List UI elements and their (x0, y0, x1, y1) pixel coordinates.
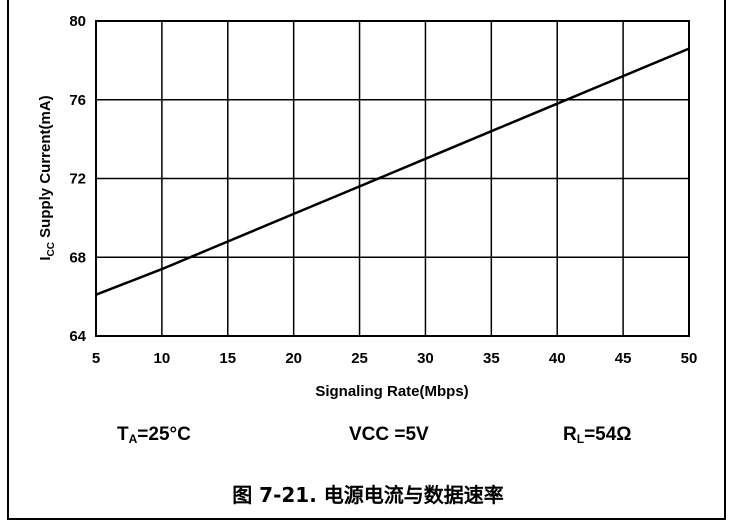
y-tick-label: 68 (69, 249, 86, 266)
x-tick-label: 35 (483, 350, 500, 367)
x-tick-label: 40 (549, 350, 566, 367)
y-tick-labels: 64 68 72 76 80 (69, 13, 86, 345)
x-axis-label: Signaling Rate(Mbps) (315, 383, 468, 400)
x-tick-label: 15 (219, 350, 236, 367)
x-tick-label: 30 (417, 350, 434, 367)
y-tick-label: 80 (69, 13, 86, 30)
x-tick-label: 25 (351, 350, 368, 367)
y-axis-label: ICC Supply Current(mA) (37, 95, 57, 260)
x-tick-label: 10 (154, 350, 171, 367)
figure-frame (7, 0, 726, 520)
y-tick-label: 72 (69, 171, 86, 188)
condition-vcc: VCC =5V (349, 424, 429, 445)
x-tick-label: 5 (92, 350, 100, 367)
series-line (95, 47, 690, 296)
y-tick-label: 76 (69, 92, 86, 109)
condition-rl: RL=54Ω (563, 424, 632, 446)
figure-caption: 图 7-21. 电源电流与数据速率 (232, 483, 504, 507)
chart: 5 10 15 20 25 30 35 40 45 50 64 68 72 76 80 Signaling… (37, 13, 698, 400)
y-tick-label: 64 (69, 328, 86, 345)
x-tick-labels: 5 10 15 20 25 30 35 40 45 50 (92, 350, 698, 367)
plot-area-border (95, 20, 690, 337)
x-tick-label: 50 (681, 350, 698, 367)
x-tick-label: 45 (615, 350, 632, 367)
grid (96, 21, 689, 336)
x-tick-label: 20 (285, 350, 302, 367)
condition-ta: TA=25°C (117, 424, 191, 446)
